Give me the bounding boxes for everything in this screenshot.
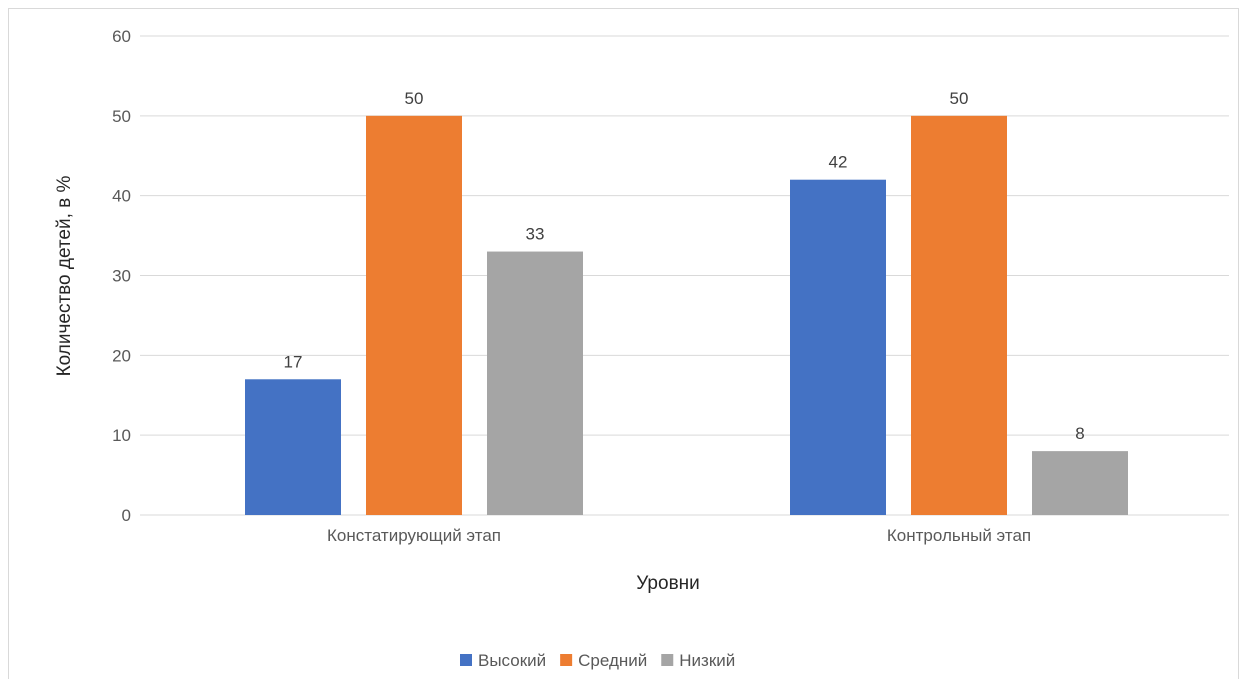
y-axis-title: Количество детей, в %	[54, 175, 75, 376]
legend-swatch	[661, 654, 674, 666]
bar-Средний-0	[366, 115, 462, 515]
x-axis-title: Уровни	[636, 573, 700, 594]
y-tick-label: 40	[112, 187, 131, 206]
y-tick-label: 50	[112, 107, 131, 126]
legend-entry: Низкий	[679, 651, 735, 670]
bars	[245, 115, 1128, 516]
legend: Высокий Средний Низкий	[460, 651, 735, 670]
data-labels: 17 50 33 42 50 8	[284, 89, 1085, 443]
data-label: 17	[284, 352, 303, 371]
bar-Высокий-0	[245, 379, 341, 515]
data-label: 42	[829, 153, 848, 172]
y-tick-label: 0	[122, 506, 131, 525]
data-label: 33	[526, 225, 545, 244]
legend-swatch	[460, 654, 472, 666]
legend-swatch	[560, 654, 573, 666]
data-label: 8	[1075, 424, 1084, 443]
chart-frame	[8, 8, 1239, 679]
y-tick-label: 30	[112, 267, 131, 286]
legend-entry: Высокий	[478, 651, 546, 670]
bar-Высокий-1	[790, 179, 886, 515]
data-label: 50	[405, 89, 424, 108]
y-tick-label: 20	[112, 346, 131, 365]
x-category-label: Контрольный этап	[887, 526, 1031, 545]
bar-Низкий-1	[1032, 451, 1128, 515]
y-axis-ticks: 0 10 20 30 40 50 60	[112, 27, 131, 525]
y-tick-label: 60	[112, 27, 131, 46]
legend-entry: Средний	[578, 651, 647, 670]
x-axis-categories: Констатирующий этап Контрольный этап	[327, 526, 1031, 545]
x-category-label: Констатирующий этап	[327, 526, 501, 545]
y-tick-label: 10	[112, 426, 131, 445]
bar-Низкий-0	[487, 251, 583, 516]
bar-Средний-1	[911, 115, 1007, 515]
data-label: 50	[950, 89, 969, 108]
